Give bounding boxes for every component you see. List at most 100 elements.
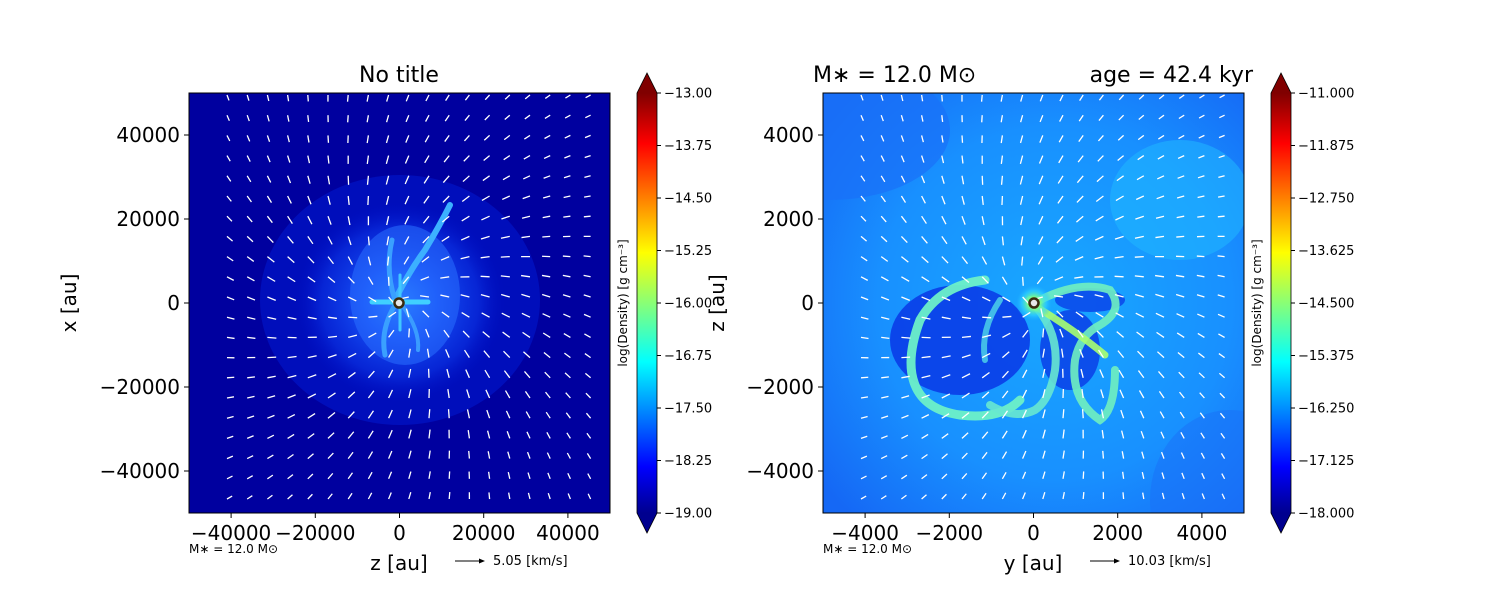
right-velocity-arrow	[1135, 312, 1145, 318]
right-velocity-arrow	[941, 94, 943, 102]
left-velocity-arrow	[441, 311, 450, 318]
right-velocity-arrow	[921, 215, 927, 224]
right-velocity-arrow	[1098, 114, 1104, 121]
left-colorbar-tick-label: −13.75	[664, 139, 712, 154]
right-velocity-arrow	[1099, 369, 1104, 379]
left-velocity-arrow	[506, 431, 511, 439]
left-velocity-arrow	[307, 493, 313, 500]
left-velocity-arrow	[307, 316, 317, 320]
right-velocity-arrow	[1176, 215, 1185, 219]
left-velocity-arrow	[567, 472, 571, 480]
right-velocity-arrow	[1059, 94, 1064, 102]
right-velocity-arrow	[941, 135, 944, 143]
right-velocity-arrow	[982, 334, 992, 339]
right-velocity-arrow	[1178, 134, 1185, 140]
right-velocity-arrow	[921, 276, 930, 283]
left-velocity-arrow	[386, 94, 390, 102]
left-mass-note: M∗ = 12.0 M⊙	[189, 542, 278, 556]
right-velocity-arrow	[1176, 332, 1185, 338]
right-velocity-arrow	[1118, 369, 1125, 379]
left-velocity-arrow	[564, 134, 571, 139]
left-velocity-arrow	[545, 391, 551, 399]
left-velocity-arrow	[366, 115, 370, 123]
left-velocity-arrow	[367, 195, 370, 206]
right-velocity-arrow	[1220, 432, 1226, 439]
left-velocity-arrow	[584, 134, 591, 139]
right-velocity-arrow	[1160, 431, 1165, 439]
right-x-tick-label: −4000	[831, 521, 899, 545]
left-velocity-arrow	[307, 276, 316, 283]
left-velocity-arrow	[566, 432, 571, 439]
left-colorbar-gradient	[637, 93, 657, 513]
right-velocity-arrow	[1039, 114, 1044, 123]
left-velocity-arrow	[423, 175, 430, 184]
right-velocity-arrow	[1197, 215, 1205, 218]
right-velocity-arrow	[860, 336, 869, 340]
left-velocity-arrow	[503, 155, 511, 161]
left-velocity-arrow	[482, 175, 490, 182]
left-x-tick-label: 20000	[452, 521, 516, 545]
right-velocity-arrow	[921, 195, 926, 204]
right-velocity-arrow	[961, 256, 969, 265]
right-velocity-arrow	[880, 114, 884, 122]
right-velocity-arrow	[1020, 94, 1024, 102]
right-colorbar-tick-label: −12.750	[1298, 192, 1354, 207]
right-velocity-arrow	[1157, 370, 1165, 379]
left-velocity-arrow	[327, 215, 332, 225]
right-velocity-arrow	[900, 195, 907, 203]
right-velocity-arrow	[860, 235, 868, 242]
right-velocity-arrow	[941, 473, 948, 480]
right-velocity-arrow	[1122, 471, 1125, 479]
right-mass-note: M∗ = 12.0 M⊙	[823, 542, 912, 556]
left-velocity-arrow	[428, 491, 431, 500]
right-y-tick-label: 4000	[763, 123, 814, 147]
right-velocity-arrow	[1178, 114, 1185, 120]
left-velocity-arrow	[267, 434, 275, 439]
right-velocity-arrow	[1158, 134, 1165, 140]
right-velocity-arrow	[1095, 215, 1104, 222]
right-velocity-arrow	[1097, 134, 1104, 142]
left-velocity-arrow	[444, 135, 450, 142]
left-velocity-arrow	[266, 94, 270, 102]
left-velocity-arrow	[542, 215, 551, 219]
left-colorbar-tick-label: −19.00	[664, 507, 712, 522]
right-velocity-arrow	[961, 155, 964, 164]
right-velocity-arrow	[1022, 296, 1030, 305]
left-velocity-arrow	[226, 316, 235, 320]
right-velocity-arrow	[901, 336, 911, 339]
left-velocity-arrow	[463, 349, 470, 358]
left-velocity-arrow	[541, 274, 551, 278]
left-velocity-arrow	[388, 409, 393, 419]
left-velocity-arrow	[327, 316, 338, 320]
left-velocity-arrow	[462, 330, 470, 338]
left-velocity-arrow	[286, 94, 290, 102]
right-velocity-arrow	[921, 474, 928, 480]
left-colorbar-tick-label: −13.00	[664, 87, 712, 102]
left-velocity-arrow	[460, 294, 470, 298]
right-velocity-arrow	[1217, 313, 1225, 318]
left-velocity-arrow	[327, 296, 337, 302]
right-velocity-arrow	[941, 433, 949, 439]
right-velocity-arrow	[860, 475, 867, 480]
right-velocity-arrow	[860, 296, 869, 301]
right-velocity-arrow	[941, 215, 947, 225]
left-velocity-arrow	[481, 215, 490, 221]
left-velocity-arrow	[286, 135, 290, 143]
left-x-tick-label: −20000	[275, 521, 355, 545]
left-velocity-arrow	[442, 195, 450, 203]
right-velocity-arrow	[900, 115, 904, 122]
left-velocity-arrow	[520, 274, 531, 278]
left-velocity-arrow	[246, 135, 251, 142]
left-velocity-arrow	[543, 175, 551, 179]
right-velocity-arrow	[961, 175, 965, 185]
right-velocity-arrow	[1039, 94, 1044, 102]
left-velocity-arrow	[408, 389, 412, 399]
right-velocity-arrow	[1001, 256, 1006, 266]
right-velocity-arrow	[961, 493, 967, 500]
left-x-tick-label: −40000	[191, 521, 271, 545]
right-velocity-arrow	[980, 94, 983, 102]
left-y-tick-label: 0	[167, 291, 180, 315]
right-panel: −4000 −2000 0 2000 4000 4000 2000 0 −2000 −4000 M…	[705, 63, 1354, 575]
left-velocity-arrow	[388, 450, 393, 459]
left-colorbar-ticks: −13.00 −13.75 −14.50 −15.25 −16.00 −16.75 −17.…	[657, 87, 712, 522]
